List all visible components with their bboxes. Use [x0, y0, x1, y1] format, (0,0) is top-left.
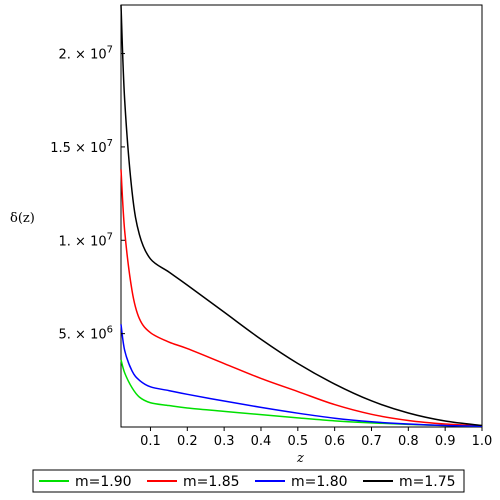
- y-tick-label-3: 1.5 × 107: [50, 138, 113, 156]
- x-tick-label-9: 0.9: [435, 434, 456, 449]
- y-axis-ticks: 5. × 106 1. × 107 1.5 × 107 2. × 107: [50, 45, 125, 343]
- x-axis-ticks: 0.1 0.2 0.3 0.4 0.5 0.6 0.7 0.8 0.9 1.0: [140, 427, 492, 449]
- series-line-2: [120, 169, 483, 427]
- x-tick-label-10: 1.0: [472, 434, 493, 449]
- y-axis-label: δ(z): [10, 211, 35, 226]
- x-tick-label-6: 0.6: [324, 434, 345, 449]
- legend: m=1.90 m=1.85 m=1.80 m=1.75: [32, 469, 465, 493]
- legend-label-2: m=1.85: [183, 474, 240, 490]
- legend-entries: m=1.90 m=1.85 m=1.80 m=1.75: [39, 474, 456, 490]
- y-tick-label-4: 2. × 107: [59, 45, 113, 63]
- x-tick-label-3: 0.3: [214, 434, 235, 449]
- x-tick-label-8: 0.8: [398, 434, 419, 449]
- y-tick-label-1: 5. × 106: [59, 325, 113, 343]
- x-tick-label-4: 0.4: [251, 434, 272, 449]
- series-layer: [120, 4, 483, 427]
- series-line-4: [120, 4, 483, 427]
- x-axis-label: z: [296, 451, 304, 466]
- legend-label-1: m=1.90: [75, 474, 132, 490]
- x-tick-label-5: 0.5: [287, 434, 308, 449]
- plot-frame: [120, 4, 483, 428]
- legend-label-4: m=1.75: [399, 474, 456, 490]
- x-tick-label-7: 0.7: [361, 434, 382, 449]
- legend-label-3: m=1.80: [291, 474, 348, 490]
- series-line-3: [120, 324, 483, 427]
- legend-box: [32, 469, 465, 493]
- x-tick-label-2: 0.2: [177, 434, 198, 449]
- x-tick-label-1: 0.1: [140, 434, 161, 449]
- y-tick-label-2: 1. × 107: [59, 231, 113, 249]
